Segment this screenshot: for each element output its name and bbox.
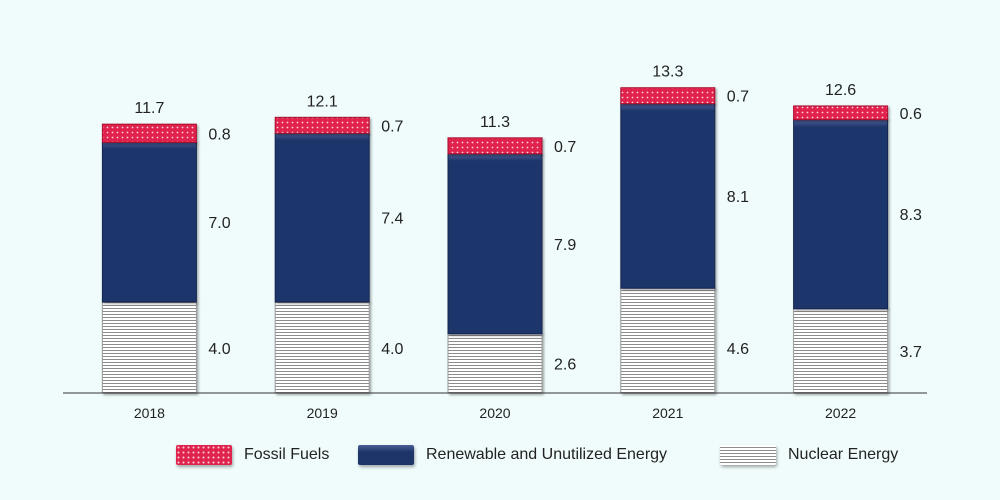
bar-segment-renew-2022 bbox=[793, 119, 889, 310]
bar-segment-nuclear-2022 bbox=[793, 308, 889, 394]
bar-segment-fossil-2018 bbox=[101, 123, 197, 143]
legend-label-renew: Renewable and Unutilized Energy bbox=[426, 446, 668, 463]
bar-segment-fossil-2020 bbox=[447, 137, 543, 155]
legend-swatch-renew bbox=[358, 445, 414, 465]
value-label-fossil-2021: 0.7 bbox=[727, 89, 749, 106]
x-tick-label-2019: 2019 bbox=[307, 405, 338, 421]
legend: Fossil Fuels Renewable and Unutilized En… bbox=[0, 440, 1000, 470]
x-tick-label-2018: 2018 bbox=[134, 405, 165, 421]
bar-segment-fossil-2021 bbox=[620, 87, 716, 105]
bar-segment-nuclear-2019 bbox=[274, 301, 370, 394]
value-label-nuclear-2022: 3.7 bbox=[900, 344, 922, 361]
value-label-fossil-2020: 0.7 bbox=[554, 139, 576, 156]
legend-label-nuclear: Nuclear Energy bbox=[788, 446, 899, 463]
total-label-2022: 12.6 bbox=[825, 82, 856, 99]
value-label-renew-2019: 7.4 bbox=[381, 211, 403, 228]
bar-segment-renew-2020 bbox=[447, 153, 543, 335]
value-label-fossil-2018: 0.8 bbox=[208, 126, 230, 143]
x-tick-label-2022: 2022 bbox=[825, 405, 856, 421]
legend-swatch-nuclear bbox=[720, 445, 776, 465]
bar-segment-fossil-2019 bbox=[274, 116, 370, 134]
value-label-renew-2022: 8.3 bbox=[900, 207, 922, 224]
total-label-2019: 12.1 bbox=[307, 93, 338, 110]
legend-label-fossil: Fossil Fuels bbox=[244, 446, 330, 463]
total-label-2021: 13.3 bbox=[652, 64, 683, 81]
value-label-fossil-2019: 0.7 bbox=[381, 118, 403, 135]
bar-segment-fossil-2022 bbox=[793, 105, 889, 121]
legend-item-nuclear: Nuclear Energy bbox=[720, 440, 898, 470]
bar-segment-renew-2019 bbox=[274, 132, 370, 303]
x-tick-label-2021: 2021 bbox=[652, 405, 683, 421]
legend-item-renew: Renewable and Unutilized Energy bbox=[358, 440, 667, 470]
total-label-2020: 11.3 bbox=[480, 114, 510, 131]
bar-segment-nuclear-2018 bbox=[101, 301, 197, 394]
bar-segment-renew-2021 bbox=[620, 103, 716, 289]
bar-segment-renew-2018 bbox=[101, 141, 197, 303]
labels-layer: 4.0 7.0 0.8 11.7 2018 4.0 7.4 0.7 12.1 2019 2.6 7.9… bbox=[134, 64, 922, 421]
stacked-bar-chart: 4.0 7.0 0.8 11.7 2018 4.0 7.4 0.7 12.1 2019 2.6 7.9… bbox=[63, 64, 927, 421]
total-label-2018: 11.7 bbox=[134, 100, 164, 117]
value-label-renew-2018: 7.0 bbox=[208, 215, 230, 232]
legend-swatch-fossil bbox=[176, 445, 232, 465]
bar-segment-nuclear-2021 bbox=[620, 287, 716, 394]
legend-item-fossil: Fossil Fuels bbox=[176, 440, 329, 470]
value-label-nuclear-2019: 4.0 bbox=[381, 341, 403, 358]
value-label-renew-2021: 8.1 bbox=[727, 189, 749, 206]
value-label-nuclear-2021: 4.6 bbox=[727, 341, 749, 358]
value-label-nuclear-2018: 4.0 bbox=[208, 341, 230, 358]
bar-segment-nuclear-2020 bbox=[447, 333, 543, 394]
bars-layer bbox=[101, 87, 889, 394]
value-label-fossil-2022: 0.6 bbox=[900, 106, 922, 123]
value-label-nuclear-2020: 2.6 bbox=[554, 356, 576, 373]
x-tick-label-2020: 2020 bbox=[479, 405, 510, 421]
value-label-renew-2020: 7.9 bbox=[554, 237, 576, 254]
